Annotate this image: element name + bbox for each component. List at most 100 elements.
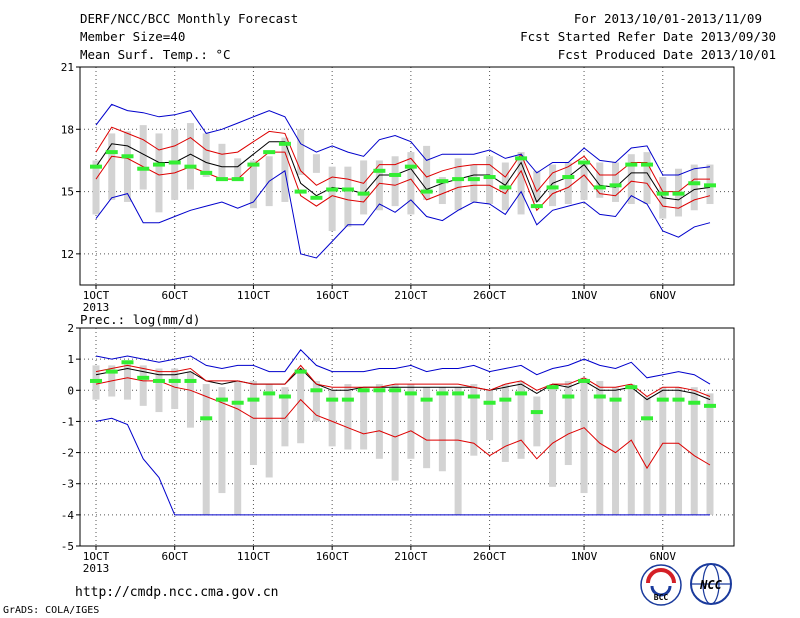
temp-box: [155, 133, 163, 213]
prec-ytick-label: 2: [67, 322, 74, 335]
temp-box: [328, 166, 336, 232]
prec-xtick-label: 6NOV: [650, 550, 677, 563]
prec-median-marker: [704, 403, 716, 408]
temp-median-marker: [704, 183, 716, 188]
temp-median-marker: [389, 172, 402, 177]
prec-median-marker: [641, 416, 654, 421]
prec-box: [706, 393, 714, 515]
prec-median-marker: [515, 391, 528, 396]
member-size-label: Member Size=40: [80, 29, 185, 44]
temp-box: [297, 129, 305, 175]
prec-ytick-label: -3: [61, 478, 74, 491]
prec-lower-spread-line: [95, 377, 711, 470]
temp-median-marker: [137, 166, 150, 171]
prec-year-label: 2013: [83, 562, 110, 575]
prec-box: [186, 371, 194, 428]
prec-median-marker: [578, 378, 591, 383]
prec-median-marker: [121, 360, 134, 365]
prec-median-marker: [593, 394, 606, 399]
temp-median-marker: [625, 162, 638, 167]
prec-median-marker: [200, 416, 213, 421]
prec-box: [690, 387, 698, 515]
temp-box: [234, 158, 242, 180]
prec-median-marker: [546, 385, 559, 390]
prec-median-marker: [326, 397, 339, 402]
prec-ytick-label: -2: [61, 447, 74, 460]
temp-median-marker: [641, 162, 654, 167]
prec-box: [659, 387, 667, 515]
prec-upper-envelope-line: [95, 349, 711, 385]
temp-lower-spread-line: [95, 151, 711, 212]
prec-frame: [79, 327, 735, 547]
prec-median-marker: [530, 410, 543, 415]
prec-box: [517, 380, 525, 459]
prec-box: [627, 384, 635, 515]
prec-median-marker: [499, 397, 512, 402]
prec-median-marker: [467, 394, 480, 399]
temp-median-marker: [152, 162, 165, 167]
temp-box: [580, 164, 588, 200]
prec-median-marker: [294, 369, 307, 374]
prec-box: [580, 377, 588, 494]
prec-box: [344, 384, 352, 450]
temp-box: [470, 164, 478, 202]
temperature-variable-label: Mean Surf. Temp.: °C: [80, 47, 231, 62]
prec-median-marker: [420, 397, 433, 402]
temp-median-marker: [546, 185, 559, 190]
prec-median-marker: [90, 378, 102, 383]
temp-median-marker: [357, 191, 370, 196]
prec-box: [360, 387, 368, 450]
temp-median-marker: [231, 177, 244, 182]
temp-median-marker: [578, 160, 591, 165]
temp-box: [249, 160, 257, 209]
prec-xtick-label: 21OCT: [394, 550, 427, 563]
temp-xtick-label: 1NOV: [571, 289, 598, 302]
prec-box: [312, 380, 320, 422]
temp-xtick-label: 1OCT: [83, 289, 110, 302]
temp-box: [407, 152, 415, 215]
temperature-panel: 12 15 18 21 1OCT 6OCT 11OCT 16OCT 21OCT 26OCT 1NOV…: [61, 61, 735, 314]
prec-median-marker: [247, 397, 260, 402]
temp-median-marker: [609, 183, 622, 188]
temp-median-marker: [436, 179, 449, 184]
prec-median-marker: [152, 378, 165, 383]
temp-box: [438, 177, 446, 205]
temp-ytick-label: 21: [61, 61, 74, 74]
source-url[interactable]: http://cmdp.ncc.cma.gov.cn: [75, 585, 279, 600]
prec-median-marker: [168, 378, 181, 383]
temp-median-marker: [373, 168, 386, 173]
figure-title: DERF/NCC/BCC Monthly Forecast: [80, 11, 298, 26]
prec-median-marker: [278, 394, 291, 399]
temp-median-marker: [530, 204, 543, 209]
temp-xtick-label: 26OCT: [473, 289, 506, 302]
temp-upper-envelope-line: [95, 103, 711, 176]
temp-median-marker: [200, 170, 213, 175]
prec-box: [486, 390, 494, 441]
prec-median-marker: [231, 400, 244, 405]
temp-box: [108, 133, 116, 200]
temp-box: [92, 160, 100, 215]
temp-median-marker: [420, 189, 433, 194]
temp-box: [643, 152, 651, 205]
temp-box: [612, 162, 620, 202]
temp-ytick-label: 18: [61, 123, 74, 136]
temp-median-marker: [215, 177, 228, 182]
temp-lower-envelope-line: [95, 169, 711, 259]
prec-lower-envelope-line: [95, 417, 710, 516]
temp-ensemble-mean-line: [95, 141, 711, 203]
temp-box: [281, 137, 289, 202]
prec-box: [249, 380, 257, 466]
temp-median-marker: [672, 191, 685, 196]
temp-median-marker: [121, 154, 134, 159]
prec-median-marker: [310, 388, 323, 393]
prec-box: [454, 387, 462, 515]
temp-box: [139, 125, 147, 190]
precip-variable-label: Prec.: log(mm/d): [80, 312, 200, 327]
temp-median-marker: [483, 175, 496, 180]
temp-box: [344, 166, 352, 227]
temp-box: [627, 154, 635, 205]
temp-box: [360, 160, 368, 215]
prec-box: [234, 380, 242, 515]
forecast-period-label: For 2013/10/01-2013/11/09: [574, 11, 762, 26]
